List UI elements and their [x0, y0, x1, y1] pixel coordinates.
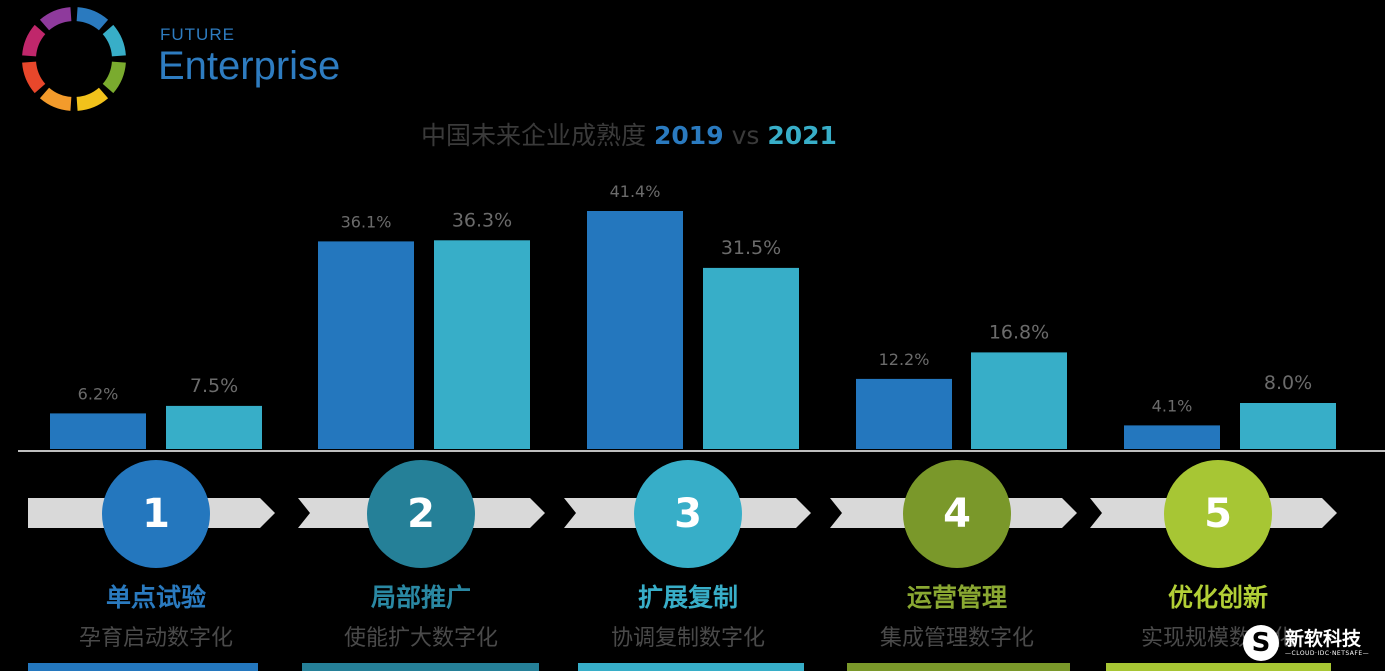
watermark-name: 新软科技: [1285, 627, 1362, 650]
watermark-logo-icon: S: [1243, 624, 1279, 661]
chart-title: 中国未来企业成熟度 2019 vs 2021: [0, 116, 1258, 152]
bar-value-label: 41.4%: [610, 182, 661, 201]
stage-color-bar: [578, 663, 804, 671]
bar-value-label: 16.8%: [989, 321, 1049, 343]
chart-title-prefix: 中国未来企业成熟度: [421, 121, 647, 150]
stage-2: 2 局部推广使能扩大数字化: [298, 460, 560, 671]
stage-3: 3 扩展复制协调复制数字化: [564, 460, 826, 671]
stage-name: 运营管理: [906, 583, 1007, 612]
bar-value-label: 36.3%: [452, 209, 512, 231]
stage-name: 局部推广: [370, 583, 471, 612]
stage-4: 4 运营管理集成管理数字化: [830, 460, 1092, 671]
bar-value-label: 36.1%: [341, 212, 392, 231]
stage-number-circle: 2: [367, 460, 475, 568]
logo-ring-segment: [22, 24, 46, 57]
bar-2019-2: [318, 241, 414, 449]
chart-title-year-2021: 2021: [767, 121, 837, 150]
bar-2019-4: [856, 378, 952, 449]
bar-2019-3: [587, 211, 683, 449]
bar-2019-5: [1124, 425, 1220, 449]
stage-description: 使能扩大数字化: [343, 626, 498, 651]
chart-title-vs: vs: [731, 121, 760, 150]
bar-2021-1: [166, 405, 262, 449]
logo-ring-segment: [22, 61, 46, 94]
bar-value-label: 6.2%: [78, 384, 119, 403]
stage-description: 协调复制数字化: [610, 626, 765, 651]
stage-1: 1 单点试验孕育启动数字化: [28, 460, 290, 671]
stage-number-circle: 5: [1164, 460, 1272, 568]
stage-description: 孕育启动数字化: [78, 626, 233, 651]
stage-color-bar: [302, 663, 539, 671]
stage-description: 集成管理数字化: [879, 626, 1034, 651]
stage-color-bar: [28, 663, 258, 671]
bar-2021-5: [1240, 403, 1336, 449]
logo-ring-segment: [39, 87, 72, 111]
logo-ring-segment: [39, 7, 72, 31]
bar-value-label: 4.1%: [1152, 396, 1193, 415]
watermark: S 新软科技 —CLOUD·IDC·NETSAFE—: [1243, 614, 1385, 671]
bar-value-label: 7.5%: [190, 375, 238, 397]
bar-value-label: 12.2%: [879, 350, 930, 369]
bar-value-label: 8.0%: [1264, 372, 1312, 394]
stage-color-bar: [847, 663, 1070, 671]
watermark-subtitle: —CLOUD·IDC·NETSAFE—: [1285, 649, 1370, 657]
bar-2021-4: [971, 352, 1067, 449]
stage-number-circle: 1: [102, 460, 210, 568]
logo-ring-segment: [76, 7, 109, 31]
stage-name: 扩展复制: [637, 583, 738, 612]
logo-ring-segment: [76, 87, 109, 111]
brand-name: Enterprise: [158, 44, 341, 88]
bar-2021-2: [434, 240, 530, 449]
bar-2019-1: [50, 413, 146, 449]
bar-2021-3: [703, 267, 799, 449]
stage-name: 优化创新: [1167, 583, 1268, 612]
stage-color-bar: [1106, 663, 1331, 671]
bar-chart: 6.2% 7.5% 36.1% 36.3% 41.4% 31.5% 12.2% 16.8% 4.…: [18, 182, 1385, 452]
stage-number-circle: 4: [903, 460, 1011, 568]
logo-ring-segment: [102, 61, 126, 94]
brand-logo-ring: [22, 7, 126, 111]
brand-top-label: FUTURE: [160, 25, 235, 44]
bar-value-label: 31.5%: [721, 237, 781, 259]
stage-name: 单点试验: [105, 583, 206, 612]
chart-title-year-2019: 2019: [654, 121, 724, 150]
stage-number-circle: 3: [634, 460, 742, 568]
logo-ring-segment: [102, 24, 126, 57]
